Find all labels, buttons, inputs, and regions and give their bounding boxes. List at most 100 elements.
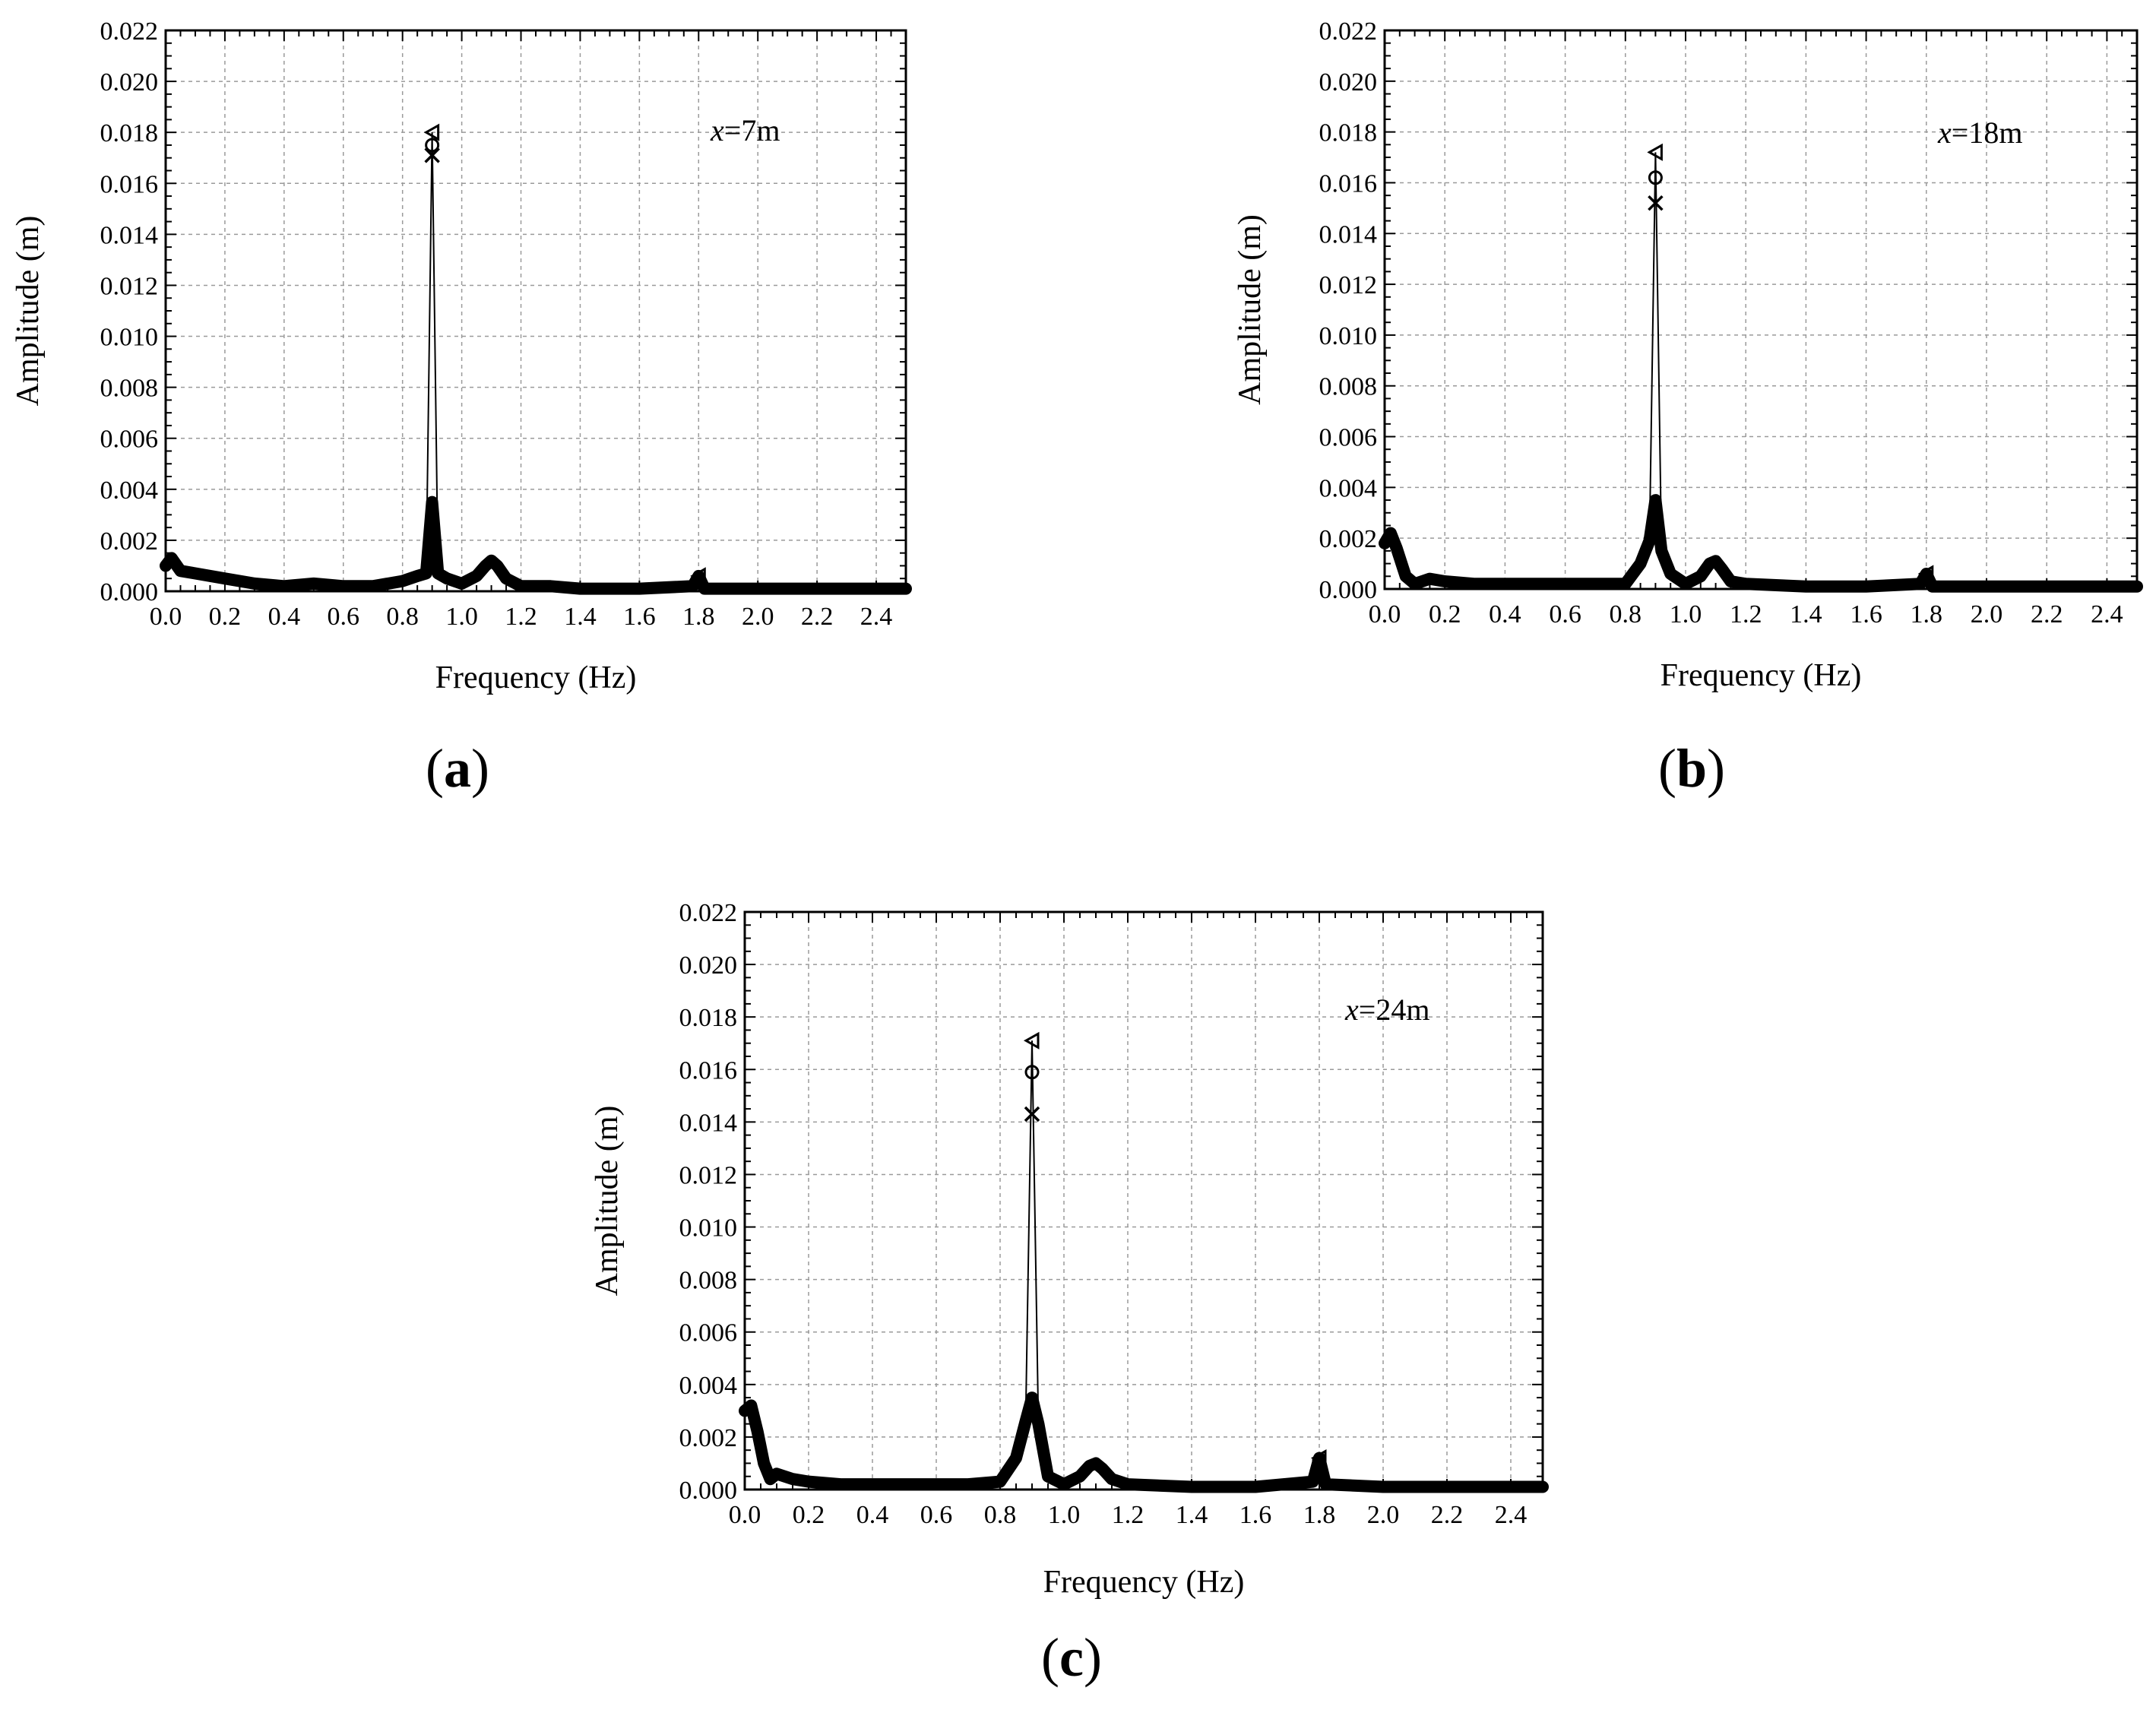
caption-b: (b) [1657,738,1725,799]
spectrum-line [744,1040,1543,1488]
spectrum-band [160,495,912,595]
x-tick-label: 1.8 [682,603,715,631]
y-tick-label: 0.006 [1319,424,1378,452]
x-tick-label: 0.6 [328,603,360,631]
x-tick-label: 1.4 [1176,1501,1208,1529]
x-tick-label: 2.0 [1367,1501,1400,1529]
x-tick-label: 2.4 [1495,1501,1528,1529]
x-tick-label: 1.2 [505,603,537,631]
y-tick-label: 0.000 [1319,576,1378,604]
plot-frame [164,29,907,593]
location-annotation: x=24m [1344,993,1429,1027]
triangle-marker [690,567,706,585]
annotation-value: =24m [1359,993,1430,1027]
cross-marker [1648,195,1664,211]
y-tick-label: 0.012 [100,272,159,300]
caption-a: (a) [426,738,489,799]
chart-panel-b: 0.0 0.2 0.4 0.6 0.8 1.0 1.2 1.4 1.6 1.8 2.0 2.2 2.4 0… [1231,0,2156,730]
cross-marker-stroke [1648,195,1664,211]
x-tick-label: 2.2 [1431,1501,1464,1529]
chart-panel-a: 0.0 0.2 0.4 0.6 0.8 1.0 1.2 1.4 1.6 1.8 2.0 2.2 2.4 0… [0,0,988,730]
spectrum-band [739,1391,1549,1493]
y-tick-label: 0.008 [1319,373,1378,401]
y-tick-label: 0.004 [100,476,159,505]
spectrum-band [1379,494,2143,593]
caption-c: (c) [1041,1627,1102,1688]
x-tick-label: 1.8 [1911,600,1943,628]
grid-lines [745,911,1543,1490]
y-tick-label: 0.004 [1319,474,1378,502]
cross-marker [1311,1468,1328,1484]
annotation-variable: x [1344,993,1359,1027]
circle-marker [425,138,440,153]
y-tick-label: 0.014 [100,221,159,249]
x-tick-label: 0.6 [920,1501,953,1529]
spectrum-line [165,132,906,590]
x-tick-label: 1.0 [1670,600,1702,628]
y-tick-label: 0.018 [100,119,159,147]
x-tick-label: 1.6 [1239,1501,1272,1529]
x-tick-label: 0.2 [793,1501,825,1529]
y-tick-label: 0.018 [1319,119,1378,147]
x-tick-label: 0.0 [729,1501,761,1529]
cross-marker-stroke [1311,1468,1328,1484]
y-tick-label: 0.022 [679,899,738,927]
cross-marker [1024,1106,1040,1122]
tick-marks [1384,30,2138,590]
y-tick-label: 0.020 [1319,68,1378,97]
y-tick-label: 0.002 [1319,525,1378,553]
grid-lines [1385,30,2137,589]
cross-marker-stroke [1024,1106,1040,1122]
x-tick-label: 1.8 [1303,1501,1336,1529]
y-tick-label: 0.012 [1319,271,1378,299]
y-tick-label: 0.008 [679,1267,738,1295]
x-tick-label: 1.2 [1112,1501,1144,1529]
x-axis-title: Frequency (Hz) [1043,1565,1245,1600]
y-axis-title: Amplitude (m) [11,216,46,407]
y-tick-label: 0.014 [679,1109,738,1137]
triangle-marker [1917,565,1934,583]
x-tick-label: 0.8 [984,1501,1017,1529]
y-tick-label: 0.000 [679,1477,738,1505]
circle-marker [1648,170,1663,185]
y-tick-label: 0.004 [679,1372,738,1400]
y-tick-label: 0.016 [1319,169,1378,198]
x-tick-label: 1.6 [623,603,656,631]
annotation-value: =7m [724,113,780,147]
x-tick-label: 0.2 [209,603,242,631]
location-annotation: x=7m [710,113,780,147]
y-tick-label: 0.016 [100,170,159,198]
y-tick-label: 0.010 [679,1214,738,1243]
y-tick-label: 0.000 [100,578,159,606]
x-tick-label: 1.6 [1850,600,1882,628]
y-tick-label: 0.020 [679,951,738,980]
cross-marker [424,147,440,163]
x-tick-label: 2.2 [801,603,834,631]
y-tick-label: 0.006 [679,1319,738,1347]
x-tick-label: 0.0 [1369,600,1401,628]
tick-marks [744,911,1543,1490]
grid-lines [166,30,906,591]
annotation-variable: x [1937,116,1952,150]
y-axis-title: Amplitude (m) [1233,214,1268,405]
x-tick-label: 1.4 [564,603,597,631]
y-tick-label: 0.020 [100,68,159,97]
x-tick-label: 2.0 [742,603,774,631]
x-tick-label: 2.4 [2091,600,2123,628]
x-tick-label: 0.8 [1610,600,1642,628]
y-tick-label: 0.010 [1319,322,1378,350]
y-tick-label: 0.022 [1319,17,1378,46]
y-tick-label: 0.002 [679,1424,738,1452]
x-tick-label: 0.0 [150,603,182,631]
location-annotation: x=18m [1937,116,2022,150]
x-tick-label: 1.0 [1048,1501,1081,1529]
y-tick-label: 0.002 [100,527,159,556]
x-tick-label: 2.2 [2031,600,2063,628]
spectrum-line [1384,152,2137,587]
triangle-marker [1647,143,1663,161]
y-tick-label: 0.022 [100,17,159,46]
tick-marks [165,30,907,592]
x-axis-title: Frequency (Hz) [1661,658,1862,693]
chart-c-svg: 0.0 0.2 0.4 0.6 0.8 1.0 1.2 1.4 1.6 1.8 2.0 2.2 2.4 0… [590,899,1549,1600]
y-axis-title: Amplitude (m) [590,1106,625,1297]
